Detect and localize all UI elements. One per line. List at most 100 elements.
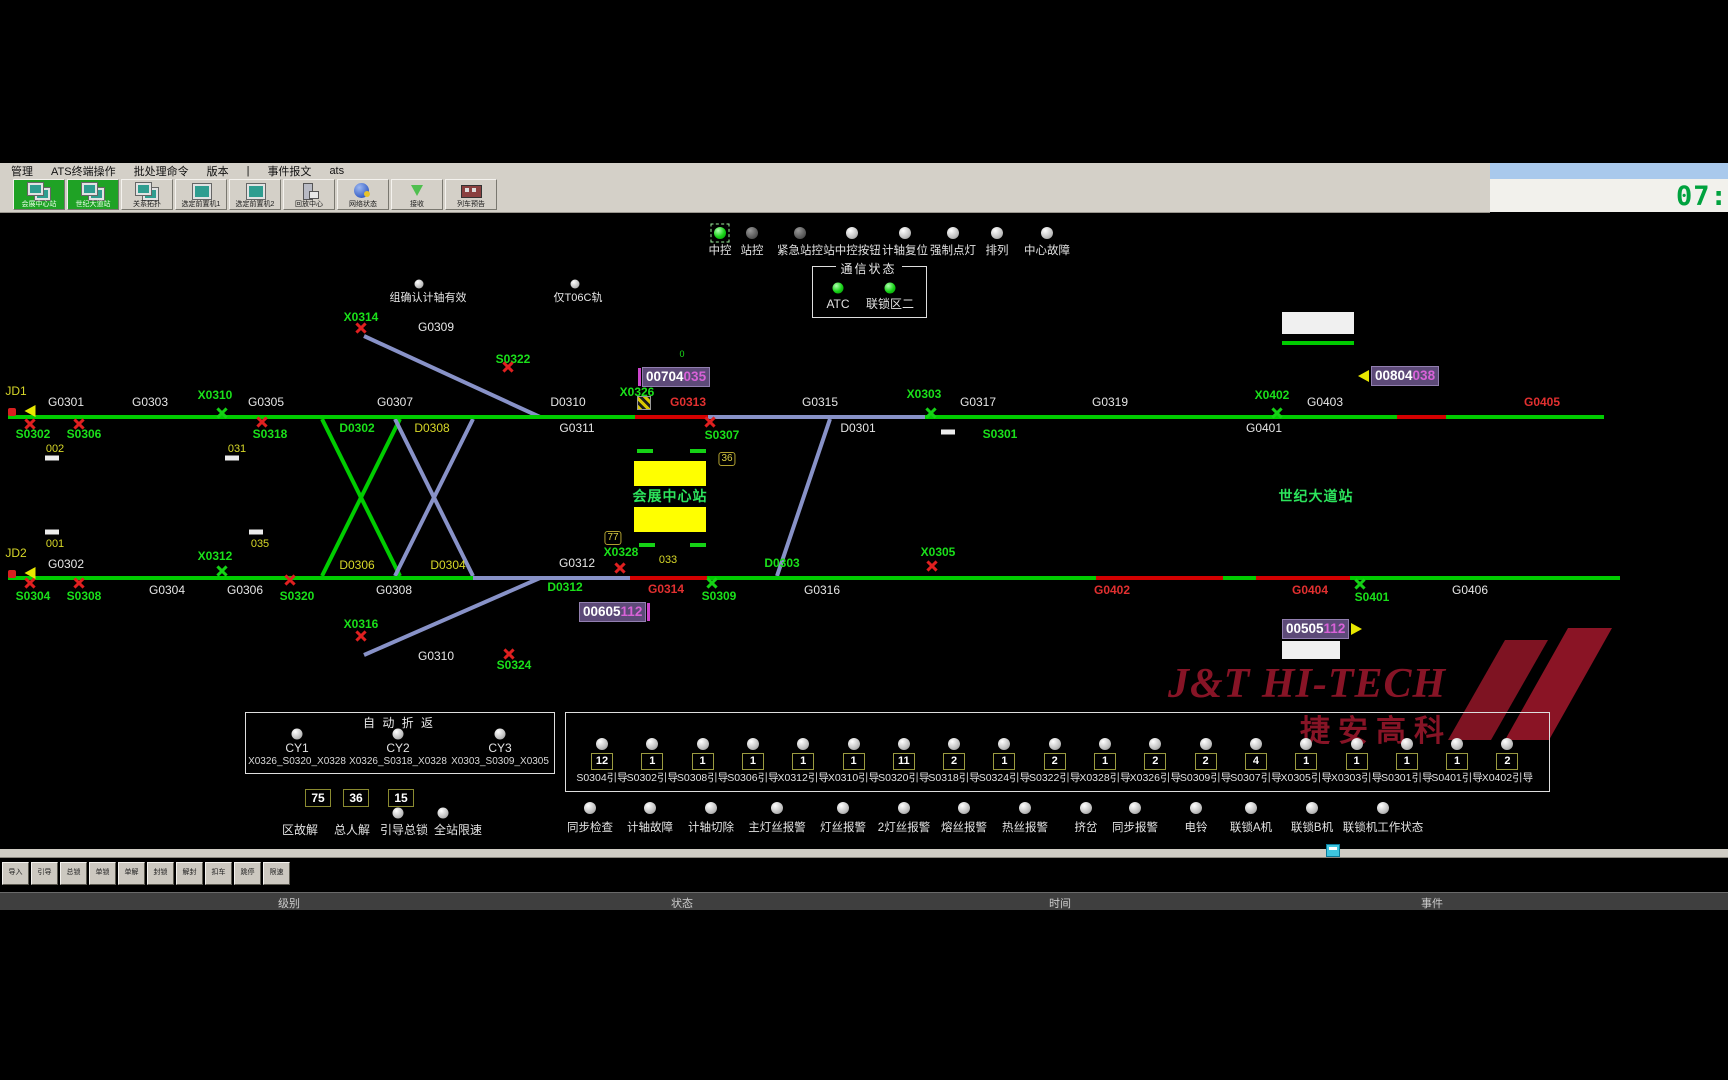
track-segment[interactable]: [1350, 576, 1620, 580]
event-filter-button-7[interactable]: 解封: [176, 862, 203, 885]
alarm-lamp-热丝报警[interactable]: [1019, 802, 1031, 814]
train-tag-00704[interactable]: 00704035: [637, 367, 711, 387]
event-filter-button-9[interactable]: 跳停: [234, 862, 261, 885]
train-tag-00804[interactable]: 00804038: [1358, 366, 1440, 386]
menu-item-ATS终端操作[interactable]: ATS终端操作: [51, 165, 116, 178]
mode-lamp-中心故障[interactable]: [1041, 227, 1053, 239]
guide-lamp-X0326引导[interactable]: [1149, 738, 1162, 750]
switch-reserved-icon[interactable]: [637, 396, 651, 410]
guide-lamp-S0324引导[interactable]: [998, 738, 1011, 750]
turnback-lamp-CY1[interactable]: [291, 728, 303, 740]
toolbar-button-6[interactable]: 回放中心: [283, 179, 335, 210]
clock-window-titlebar: [1490, 163, 1728, 179]
guide-lamp-X0312引导[interactable]: [797, 738, 810, 750]
alarm-lamp-电铃[interactable]: [1190, 802, 1202, 814]
turnback-lamp-CY2[interactable]: [392, 728, 404, 740]
train-tag-00505[interactable]: 00505112: [1282, 619, 1363, 639]
guide-lamp-X0310引导[interactable]: [847, 738, 860, 750]
mode-lamp-强制点灯[interactable]: [947, 227, 959, 239]
event-filter-button-3[interactable]: 总锁: [60, 862, 87, 885]
toolbar-button-5[interactable]: 选定前置机2: [229, 179, 281, 210]
guide-lamp-X0328引导[interactable]: [1099, 738, 1111, 750]
track-segment[interactable]: [925, 415, 1397, 419]
alarm-lamp-灯丝报警[interactable]: [837, 802, 849, 814]
guide-lamp-S0320引导[interactable]: [897, 738, 910, 750]
event-filter-button-5[interactable]: 单解: [118, 862, 145, 885]
track-label-G0316: G0316: [803, 583, 841, 597]
guide-lamp-S0318引导[interactable]: [948, 738, 961, 750]
guide-lamp-S0308引导[interactable]: [696, 738, 709, 750]
guide-lamp-S0302引导[interactable]: [646, 738, 659, 750]
guide-lamp-S0301引导[interactable]: [1400, 738, 1413, 750]
alarm-lamp-联锁机工作状态[interactable]: [1377, 802, 1389, 814]
alarm-lamp-计轴切除[interactable]: [705, 802, 717, 814]
track-segment[interactable]: [473, 576, 630, 580]
event-filter-button-8[interactable]: 扣车: [205, 862, 232, 885]
toolbar-button-4[interactable]: 选定前置机1: [175, 179, 227, 210]
guide-lamp-X0305引导[interactable]: [1300, 738, 1313, 750]
toolbar-button-3[interactable]: 关系拓扑: [121, 179, 173, 210]
track-segment[interactable]: [1256, 576, 1350, 580]
alarm-lamp-计轴故障[interactable]: [644, 802, 656, 814]
toolbar-button-9[interactable]: 列车预告: [445, 179, 497, 210]
toolbar-button-1[interactable]: 会展中心站: [13, 179, 65, 210]
track-segment[interactable]: [8, 415, 635, 419]
guide-lamp-S0306引导[interactable]: [746, 738, 759, 750]
alarm-lamp-同步检查[interactable]: [584, 802, 596, 814]
mode-lamp-中控[interactable]: [714, 227, 726, 239]
menu-item-版本[interactable]: 版本: [206, 165, 229, 178]
alarm-lamp-联锁A机[interactable]: [1245, 802, 1257, 814]
mode-lamp-计轴复位[interactable]: [899, 227, 911, 239]
menu-item-事件报文[interactable]: 事件报文: [267, 165, 312, 178]
track-segment[interactable]: [707, 576, 1096, 580]
turnback-lamp-CY3[interactable]: [494, 728, 506, 740]
track-label-S0306: S0306: [66, 427, 102, 441]
mode-lamp-排列[interactable]: [991, 227, 1003, 239]
track-segment[interactable]: [630, 576, 707, 580]
guide-lamp-S0401引导[interactable]: [1451, 738, 1464, 750]
event-filter-button-4[interactable]: 单锁: [89, 862, 116, 885]
menu-item-ats[interactable]: ats: [329, 164, 345, 177]
track-segment[interactable]: [708, 415, 925, 419]
mode-lamp-站控[interactable]: [746, 227, 758, 239]
alarm-lamp-2灯丝报警[interactable]: [898, 802, 910, 814]
guide-lamp-X0303引导[interactable]: [1350, 738, 1363, 750]
count-button-15[interactable]: 15: [388, 789, 414, 807]
guide-lamp-S0307引导[interactable]: [1249, 738, 1262, 750]
event-filter-button-10[interactable]: 限速: [263, 862, 290, 885]
guide-lamp-X0402引导[interactable]: [1501, 738, 1514, 750]
track-segment[interactable]: [1096, 576, 1223, 580]
menu-item-批处理命令[interactable]: 批处理命令: [133, 165, 189, 178]
track-segment[interactable]: [1397, 415, 1446, 419]
event-filter-button-2[interactable]: 引导: [31, 862, 58, 885]
mode-lamp-站中控按钮[interactable]: [846, 227, 858, 239]
menu-bar: 管理 ATS终端操作 批处理命令 版本 | 事件报文 ats: [0, 163, 1490, 178]
guide-lamp-S0322引导[interactable]: [1048, 738, 1061, 750]
release-lamp-1[interactable]: [437, 807, 449, 819]
toolbar-button-8[interactable]: 接收: [391, 179, 443, 210]
event-filter-button-6[interactable]: 封锁: [147, 862, 174, 885]
horizontal-scrollbar[interactable]: [0, 849, 1728, 858]
track-segment[interactable]: [635, 415, 708, 419]
track-segment[interactable]: [1223, 576, 1256, 580]
guide-lamp-S0309引导[interactable]: [1199, 738, 1212, 750]
train-tag-00605[interactable]: 00605112: [579, 602, 651, 622]
alarm-lamp-主灯丝报警[interactable]: [771, 802, 783, 814]
menu-item-管理[interactable]: 管理: [11, 165, 33, 178]
release-lamp-0[interactable]: [392, 807, 404, 819]
event-filter-button-1[interactable]: 导入: [2, 862, 29, 885]
window-restore-icon[interactable]: [1326, 844, 1340, 857]
track-segment[interactable]: [1446, 415, 1604, 419]
guide-lamp-S0304引导[interactable]: [596, 738, 608, 750]
mode-lamp-紧急站控[interactable]: [794, 227, 806, 239]
alarm-lamp-同步报警[interactable]: [1129, 802, 1141, 814]
count-button-36[interactable]: 36: [343, 789, 369, 807]
alarm-lamp-联锁B机[interactable]: [1306, 802, 1318, 814]
count-button-75[interactable]: 75: [305, 789, 331, 807]
alarm-lamp-熔丝报警[interactable]: [958, 802, 970, 814]
toolbar-button-2[interactable]: 世纪大道站: [67, 179, 119, 210]
alarm-lamp-挤岔[interactable]: [1080, 802, 1092, 814]
train-id: 00704035: [642, 367, 711, 387]
track-segment[interactable]: [8, 576, 473, 580]
toolbar-button-7[interactable]: 网络状态: [337, 179, 389, 210]
